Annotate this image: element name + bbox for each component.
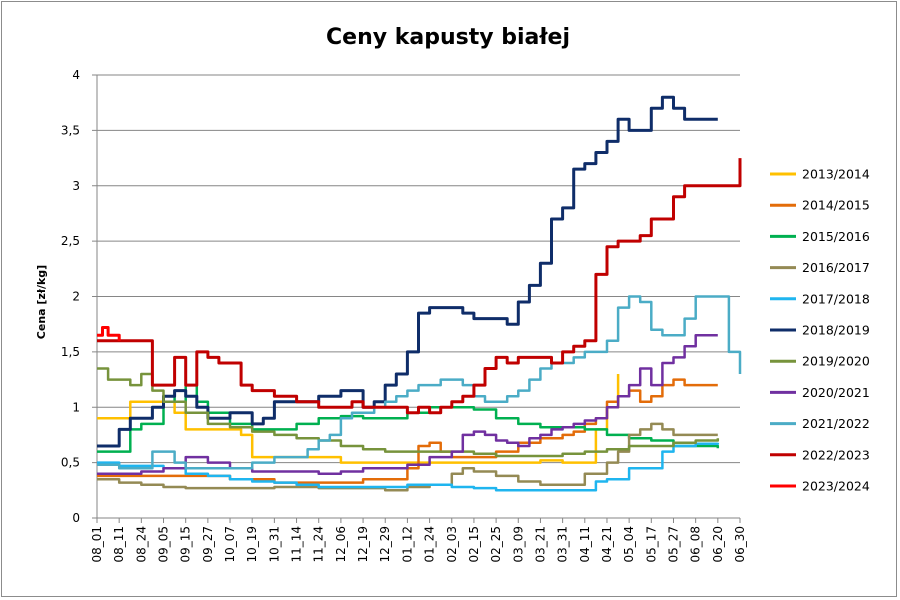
x-tick-label: 12_06 (334, 526, 348, 563)
y-tick-label: 1,5 (61, 345, 80, 359)
x-tick-label: 03_31 (556, 526, 570, 563)
series-line-2023-2024 (97, 326, 121, 341)
series-line-2019-2020 (97, 367, 720, 458)
x-tick-label: 10_19 (245, 526, 259, 563)
x-tick-label: 01_12 (400, 526, 414, 563)
x-tick-label: 08_24 (134, 526, 148, 563)
y-tick-label: 1 (72, 400, 80, 414)
legend-label: 2020/2021 (802, 385, 870, 400)
x-tick-label: 06_30 (733, 526, 747, 563)
x-tick-label: 12_29 (378, 526, 392, 563)
legend-label: 2017/2018 (802, 291, 870, 306)
x-tick-label: 08_01 (90, 526, 104, 563)
y-tick-label: 0 (72, 511, 80, 525)
series-line-2014-2015 (97, 378, 718, 484)
x-tick-label: 09_15 (179, 526, 193, 563)
chart-title: Ceny kapusty białej (326, 25, 570, 50)
y-tick-label: 0,5 (61, 456, 80, 470)
series-line-2021-2022 (97, 295, 742, 470)
legend-label: 2015/2016 (802, 229, 870, 244)
x-tick-label: 02_25 (489, 526, 503, 563)
legend: 2013/2014 2014/2015 2015/2016 2016/2017 2017… (770, 167, 870, 494)
x-tick-label: 01_24 (423, 526, 437, 563)
x-tick-label: 11_14 (290, 526, 304, 563)
x-tick-label: 12_19 (356, 526, 370, 563)
x-tick-label: 04_21 (600, 526, 614, 563)
legend-label: 2016/2017 (802, 260, 870, 275)
x-tick-label: 06_20 (711, 526, 725, 563)
y-axis-label: Cena [zł/kg] (35, 265, 48, 339)
y-tick-label: 3 (72, 179, 80, 193)
series-line-2017-2018 (97, 442, 720, 492)
x-tick-label: 08_11 (112, 526, 126, 563)
x-tick-label: 10_31 (267, 526, 281, 563)
series-line-2018-2019 (97, 95, 718, 448)
legend-label: 2013/2014 (802, 167, 870, 182)
x-tick-label: 05_04 (622, 526, 636, 563)
x-tick-label: 06_08 (689, 526, 703, 563)
x-tick-label: 10_07 (223, 526, 237, 563)
legend-label: 2021/2022 (802, 416, 870, 431)
legend-label: 2022/2023 (802, 447, 870, 462)
x-tick-label: 04_11 (578, 526, 592, 563)
grid-lines (97, 74, 740, 464)
x-tick-label: 11_24 (312, 526, 326, 563)
y-tick-label: 3,5 (61, 123, 80, 137)
series-line-2022-2023 (97, 158, 742, 415)
legend-label: 2014/2015 (802, 198, 870, 213)
x-tick-label: 03_09 (511, 526, 525, 563)
x-tick-label: 02_03 (445, 526, 459, 563)
legend-label: 2019/2020 (802, 354, 870, 369)
legend-label: 2018/2019 (802, 323, 870, 338)
x-tick-labels: 08_01 08_11 08_24 09_05 09_15 09_27 10_07 10_19… (90, 526, 747, 563)
y-tick-label: 2 (72, 290, 80, 304)
x-tick-label: 05_17 (644, 526, 658, 563)
series-lines (97, 95, 742, 492)
x-tick-label: 02_15 (467, 526, 481, 563)
x-tick-label: 09_05 (157, 526, 171, 563)
x-tick-label: 03_21 (533, 526, 547, 563)
series-line-2016-2017 (97, 422, 718, 492)
y-tick-label: 4 (72, 68, 80, 82)
axes (92, 74, 741, 523)
series-line-2020-2021 (97, 334, 718, 475)
series-line-2013-2014 (97, 374, 620, 464)
legend-label: 2023/2024 (802, 479, 870, 494)
y-tick-labels: 0 0,5 1 1,5 2 2,5 3 3,5 4 (61, 68, 80, 525)
x-tick-label: 05_27 (666, 526, 680, 563)
x-tick-label: 09_27 (201, 526, 215, 563)
y-tick-label: 2,5 (61, 234, 80, 248)
